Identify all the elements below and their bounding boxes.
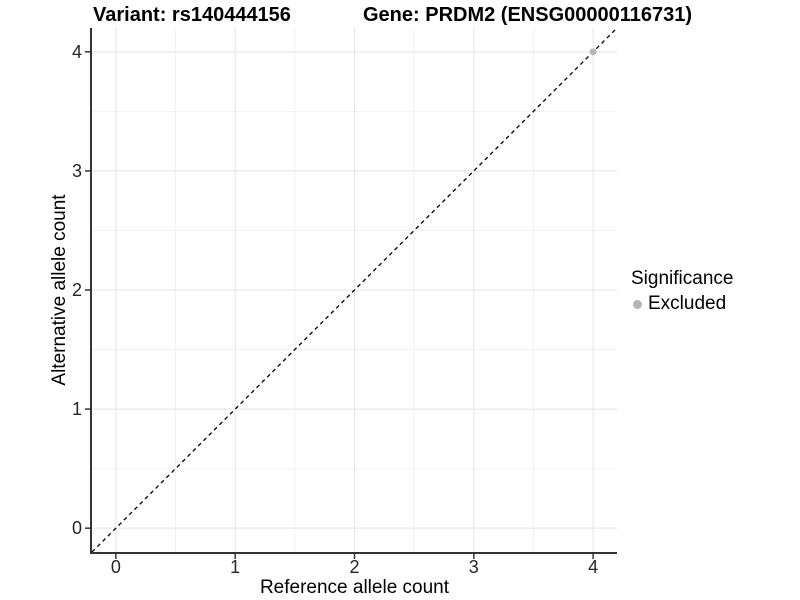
x-tick-label: 4 [588, 557, 598, 577]
legend-item-excluded: Excluded [631, 293, 733, 315]
y-tick-label: 3 [72, 161, 82, 181]
legend-item-label: Excluded [648, 293, 727, 314]
y-tick-label: 2 [72, 280, 82, 300]
data-point [589, 48, 597, 56]
legend: Significance Excluded [631, 268, 733, 315]
x-tick-label: 2 [349, 557, 359, 577]
x-axis-title: Reference allele count [259, 577, 450, 598]
y-axis-title: Alternative allele count [49, 194, 70, 386]
variant-title: Variant: rs140444156 [93, 4, 291, 26]
y-tick-label: 4 [72, 42, 82, 62]
excluded-point-icon [633, 299, 642, 309]
legend-title: Significance [631, 268, 734, 289]
y-tick-label: 1 [72, 399, 82, 419]
x-tick-label: 0 [111, 557, 121, 577]
gene-title: Gene: PRDM2 (ENSG00000116731) [363, 4, 693, 26]
y-tick-label: 0 [72, 518, 82, 538]
x-tick-label: 3 [469, 557, 479, 577]
identity-line [91, 27, 618, 553]
x-tick-label: 1 [230, 557, 240, 577]
